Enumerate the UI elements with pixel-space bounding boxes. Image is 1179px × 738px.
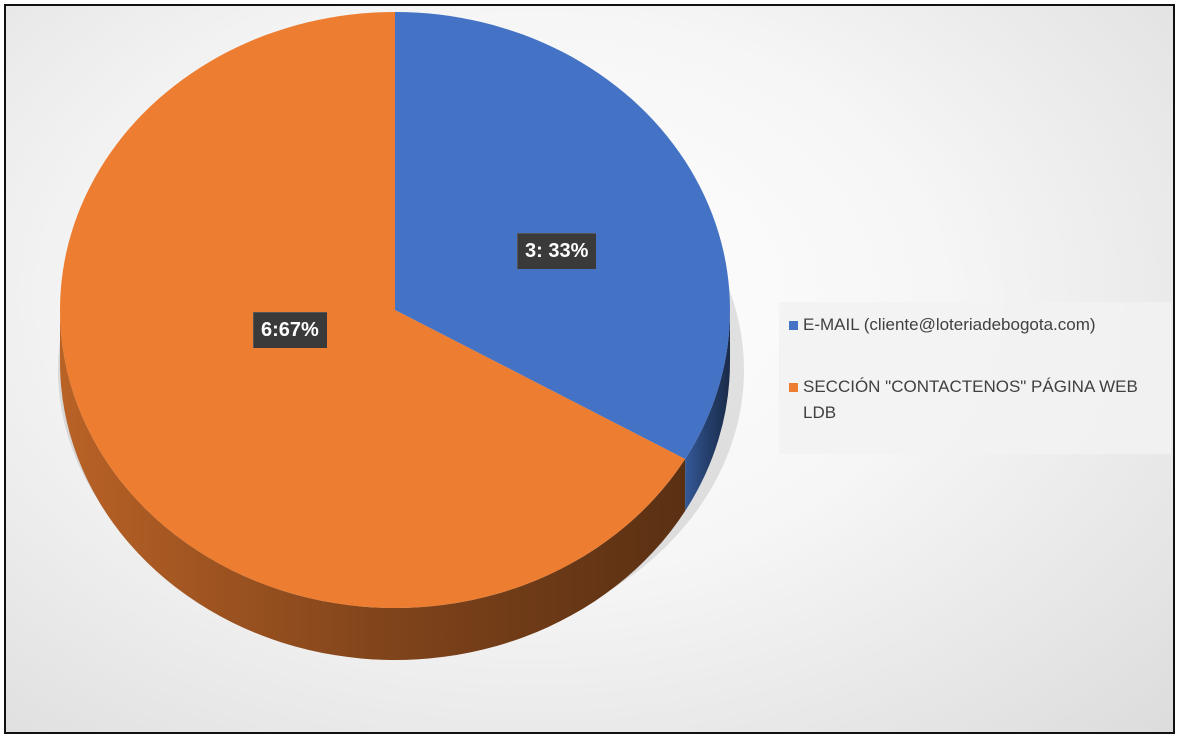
legend-item-contactenos: SECCIÓN "CONTACTENOS" PÁGINA WEB LDB (789, 374, 1163, 426)
pie-side-1 (60, 310, 686, 660)
legend-swatch-contactenos (789, 383, 798, 392)
legend: E-MAIL (cliente@loteriadebogota.com) SEC… (779, 302, 1171, 454)
pie-side-0 (685, 310, 730, 511)
pie-chart (58, 12, 744, 660)
pie-slice-1 (60, 12, 686, 608)
legend-swatch-email (789, 321, 798, 330)
data-label-email: 3: 33% (517, 233, 597, 269)
legend-item-email: E-MAIL (cliente@loteriadebogota.com) (789, 312, 1163, 338)
data-label-contactenos: 6:67% (253, 312, 327, 348)
chart-frame: 3: 33% 6:67% E-MAIL (cliente@loteriadebo… (4, 4, 1175, 734)
legend-label-contactenos: SECCIÓN "CONTACTENOS" PÁGINA WEB LDB (803, 377, 1138, 422)
legend-label-email: E-MAIL (cliente@loteriadebogota.com) (803, 315, 1096, 334)
